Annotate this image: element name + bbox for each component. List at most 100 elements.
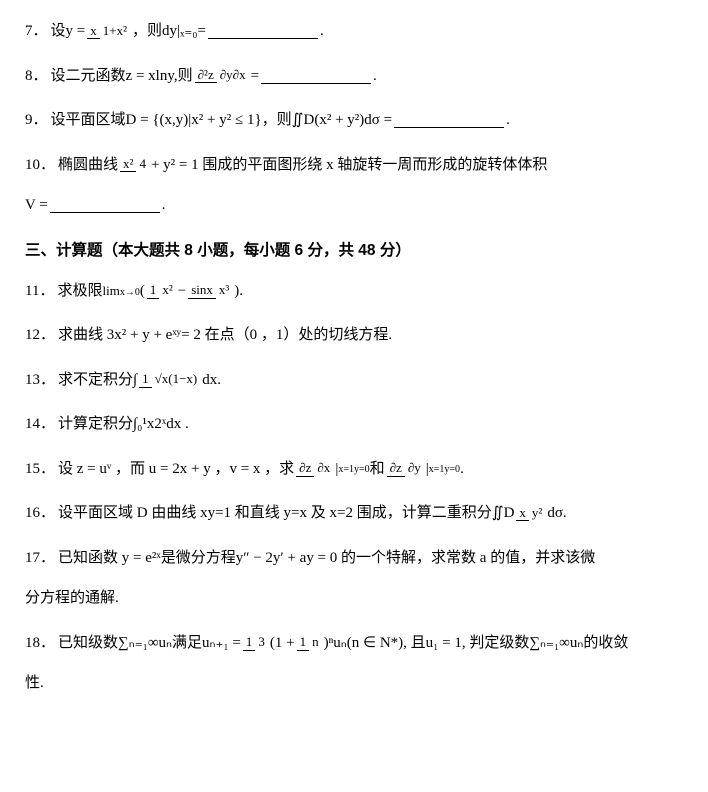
problem: 9．设平面区域 D = {(x,y)|x² + y² ≤ 1} ，则 ∬D (x… [25,109,683,132]
text: uₙ满足uₙ₊₁ = [159,632,241,655]
subscript-stack: x=1y=0 [429,464,460,475]
text: 求极限 [57,280,102,303]
text: 求不定积分 [58,369,133,392]
text: 则 [178,65,193,88]
text: ( [140,280,145,303]
text: = [198,20,206,43]
text: ，则 [132,20,162,43]
text: dx. [202,369,221,392]
text: ₙ₌₁ [540,632,559,655]
text: uₙ的收敛 [570,632,628,655]
fraction: ∂z∂x [296,461,333,476]
text: 求曲线 3x² + y + e [58,324,172,347]
fraction: ∂²z∂y∂x [195,68,249,83]
problem: 12．求曲线 3x² + y + eˣʸ = 2 在点（0 ，1）处的切线方程. [25,324,683,347]
text: 设平面区域 [51,109,126,132]
text: ₙ₌₁ [129,632,148,655]
text: ₓ₌₀ [180,20,198,43]
problem: 13．求不定积分∫1√x(1−x)dx. [25,369,683,392]
problem-number: 13． [25,369,55,392]
text: = [251,65,259,88]
text: y, [167,65,177,88]
text: 椭圆曲线 [58,154,118,177]
text: dy| [162,20,180,43]
blank-line [394,112,504,128]
problem-number: 8． [25,65,48,88]
problem-number: 18． [25,632,55,655]
text: dσ. [547,502,566,525]
text: ). [234,280,243,303]
text: 设平面区域 D 由曲线 xy=1 和直线 y=x 及 x=2 围成，计算二重积分 [58,502,492,525]
problem: 17．已知函数 y = e²ˣ是微分方程y″ − 2y′ + ay = 0 的一… [25,547,683,610]
text: . [506,109,510,132]
problem-number: 16． [25,502,55,525]
text: (x² + y²)dσ = [314,109,392,132]
problem-number: 17． [25,547,55,570]
problem: 10．椭圆曲线x²4+ y² = 1 围成的平面图形绕 x 轴旋转一周而形成的旋… [25,154,683,217]
text: ∞ [148,632,159,655]
problem-number: 7． [25,20,48,43]
text: x2ˣdx . [147,413,189,436]
text: 设 [51,20,66,43]
problem: 14．计算定积分∫₀¹ x2ˣdx . [25,413,683,436]
problem-number: 11． [25,280,54,303]
text: V = [25,194,48,217]
text: ，则 [262,109,292,132]
text: 已知函数 y = e²ˣ是微分方程y″ − 2y′ + ay = 0 的一个特解… [58,547,595,570]
text: 设二元函数 [51,65,126,88]
limit: limx→0 [102,284,139,298]
text: = 2 在点（0 ，1）处的切线方程. [181,324,392,347]
blank-line [261,68,371,84]
text: 分方程的通解. [25,587,119,610]
fraction: xy² [516,506,545,521]
fraction: ∂z∂y [387,461,424,476]
problem-number: 10． [25,154,55,177]
fraction: 13 [243,635,268,650]
section-title: 三、计算题（本大题共 8 小题，每小题 6 分，共 48 分） [25,239,683,262]
text: 计算定积分 [58,413,133,436]
text: D = {(x,y)|x² + y² ≤ 1} [126,109,262,132]
fraction: x²4 [120,157,149,172]
text: . [162,194,166,217]
text: ₀¹ [137,413,147,436]
text: ln [156,65,168,88]
problem: 18．已知级数∑ₙ₌₁∞ uₙ满足uₙ₊₁ = 13(1 + 1n)ⁿuₙ(n … [25,632,683,695]
text: − [178,280,186,303]
text: ∫ [133,369,137,392]
problem-number: 12． [25,324,55,347]
text: y = [66,20,86,43]
problem: 11．求极限limx→0 (1x² − sinxx³). [25,280,683,303]
blank-line [208,23,318,39]
text: (1 + [270,632,295,655]
problem: 16．设平面区域 D 由曲线 xy=1 和直线 y=x 及 x=2 围成，计算二… [25,502,683,525]
problem-number: 15． [25,458,55,481]
blank-line [50,197,160,213]
text: ∬ [292,109,304,132]
problem: 15．设 z = uᵛ ，而 u = 2x + y ，v = x ，求∂z∂x|… [25,458,683,481]
text: . [373,65,377,88]
text: D [304,109,315,132]
problem-number: 14． [25,413,55,436]
text: 性. [25,672,44,695]
problem: 7．设 y = x1+x² ，则 dy|ₓ₌₀ =. [25,20,683,43]
text: ∬ [492,502,504,525]
fraction: x1+x² [87,24,130,39]
problem-number: 9． [25,109,48,132]
text: . [320,20,324,43]
subscript-stack: x=1y=0 [338,464,369,475]
text: )ⁿuₙ(n ∈ N*), 且u₁ = 1, 判定级数∑ [324,632,540,655]
text: D [504,502,515,525]
fraction: 1√x(1−x) [139,372,200,387]
text: 和 [370,458,385,481]
problem: 8．设二元函数 z = xlny,则∂²z∂y∂x=. [25,65,683,88]
text: z = x [126,65,156,88]
fraction: 1n [297,635,322,650]
fraction: 1x² [147,283,176,298]
text: ˣʸ [172,324,181,347]
text: + y² = 1 围成的平面图形绕 x 轴旋转一周而形成的旋转体体积 [151,154,547,177]
text: 设 z = uᵛ ，而 u = 2x + y ，v = x ，求 [58,458,294,481]
text: ∞ [559,632,570,655]
fraction: sinxx³ [188,283,232,298]
text: . [460,458,464,481]
text: 已知级数∑ [58,632,129,655]
